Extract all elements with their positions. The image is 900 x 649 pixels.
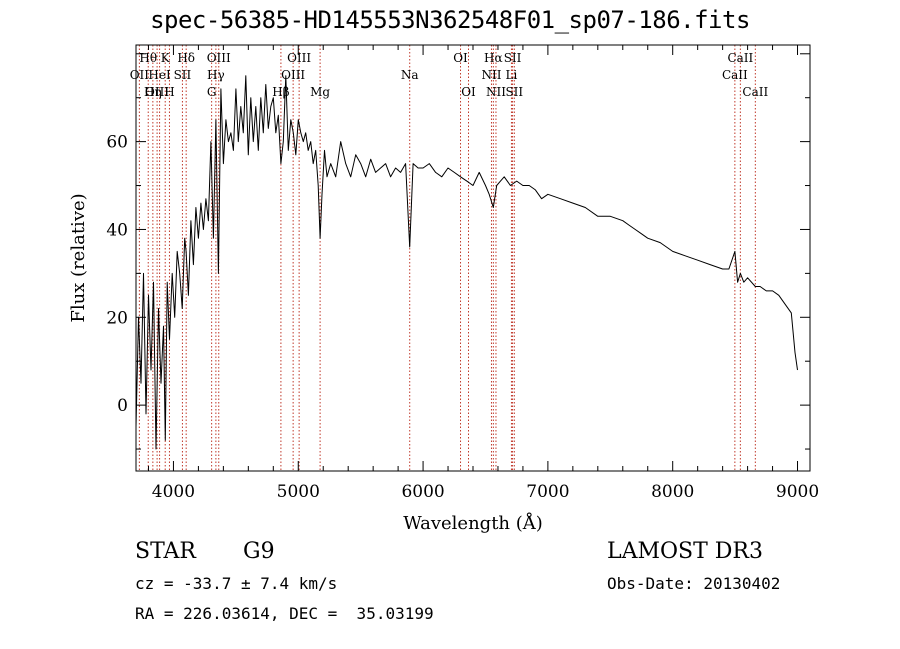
spectral-lines-layer <box>138 45 756 471</box>
y-tick-label: 60 <box>106 133 128 153</box>
x-tick-label: 7000 <box>526 482 569 502</box>
spectral-line-label: OIII <box>281 68 305 82</box>
x-tick-label: 5000 <box>277 482 320 502</box>
spectral-line-label: HeI <box>148 68 171 82</box>
spectral-line-label: OIII <box>287 51 311 65</box>
spectral-line-label: OIII <box>145 85 169 99</box>
spectral-line-label: CaII <box>722 68 748 82</box>
spectral-line-label: Mg <box>310 85 330 99</box>
spectral-line-label: OI <box>461 85 476 99</box>
spectral-line-label: K <box>161 51 171 65</box>
spectral-line-label: Hδ <box>177 51 195 65</box>
x-tick-label: 6000 <box>401 482 444 502</box>
spectrum-series <box>135 75 798 450</box>
y-tick-label: 0 <box>117 396 128 416</box>
spectral-line-label: Hα <box>484 51 503 65</box>
spectral-line-label: CaII <box>742 85 768 99</box>
spectral-line-label: SII <box>504 51 522 65</box>
y-tick-label: 20 <box>106 308 128 328</box>
spectral-line-label: Li <box>506 68 518 82</box>
spectral-line-label: Hθ <box>139 51 157 65</box>
spectrum-layer <box>135 75 798 450</box>
survey-label: LAMOST DR3 <box>607 539 763 564</box>
x-tick-label: 8000 <box>651 482 694 502</box>
spectral-line-label: OI <box>453 51 468 65</box>
spectral-line-label: OII <box>130 68 150 82</box>
spectral-line-label: H <box>164 85 174 99</box>
spectral-line-label: Na <box>401 68 419 82</box>
y-tick-label: 40 <box>106 220 128 240</box>
coordinates-text: RA = 226.03614, DEC = 35.03199 <box>135 604 434 623</box>
spectral-line-label: NII <box>481 68 501 82</box>
spectral-line-label: Hη <box>144 85 162 99</box>
x-tick-label: 4000 <box>152 482 195 502</box>
spectral-line-label: OIII <box>207 51 231 65</box>
redshift-text: cz = -33.7 ± 7.4 km/s <box>135 574 338 593</box>
spectral-line-label: SII <box>174 68 192 82</box>
spectral-line-label: NII <box>486 85 506 99</box>
chart-title: spec-56385-HD145553N362548F01_sp07-186.f… <box>150 6 750 34</box>
axis-ticks-layer: 4000 5000 6000 7000 8000 9000 0 20 40 60 <box>106 45 819 502</box>
y-axis-label: Flux (relative) <box>68 193 89 322</box>
x-axis-label: Wavelength (Å) <box>403 512 543 534</box>
spectral-line-label: G <box>207 85 217 99</box>
spectral-line-label: Hβ <box>272 85 289 99</box>
spectral-line-label: Hγ <box>207 68 225 82</box>
subclass-label: G9 <box>243 539 275 564</box>
x-tick-label: 9000 <box>776 482 819 502</box>
spectral-line-label: CaII <box>727 51 753 65</box>
obs-date-text: Obs-Date: 20130402 <box>607 574 781 593</box>
spectral-line-label: SII <box>505 85 523 99</box>
class-label: STAR <box>135 539 196 564</box>
